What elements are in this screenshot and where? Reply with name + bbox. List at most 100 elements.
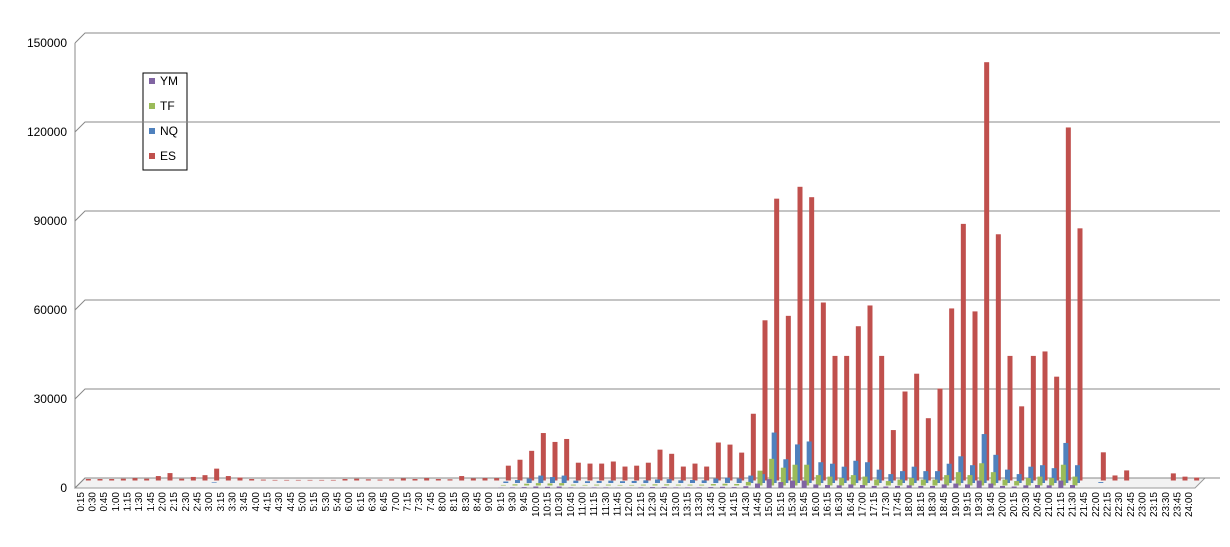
x-tick-label: 14:30 [741, 492, 752, 517]
bar [692, 463, 698, 481]
bar [1042, 351, 1048, 481]
bar [85, 479, 91, 481]
x-tick-label: 4:00 [251, 492, 262, 512]
x-tick-label: 19:45 [986, 492, 997, 517]
x-tick-label: 10:30 [554, 492, 565, 517]
y-tick-label: 0 [60, 481, 67, 495]
bar [731, 487, 737, 488]
bar [1051, 468, 1057, 483]
bar [225, 476, 231, 481]
bar [727, 444, 733, 481]
bar [1007, 355, 1013, 481]
bar [638, 487, 644, 488]
bar [778, 482, 784, 488]
bar [622, 466, 628, 481]
bar [652, 484, 658, 486]
x-tick-label: 11:15 [589, 492, 600, 517]
grid-line [74, 32, 1220, 44]
bar [1030, 355, 1036, 481]
x-tick-label: 12:30 [648, 492, 659, 517]
x-tick-label: 0:45 [99, 492, 110, 512]
bar [1077, 228, 1083, 481]
bar [839, 478, 845, 486]
legend-swatch [149, 103, 155, 109]
bar [771, 432, 777, 483]
x-tick-label: 5:45 [333, 492, 344, 512]
bar [675, 484, 681, 486]
x-tick-label: 7:15 [403, 492, 414, 512]
bar [690, 480, 695, 483]
bar [876, 469, 882, 483]
x-tick-label: 17:45 [893, 492, 904, 517]
legend-label: ES [160, 149, 176, 163]
bar [538, 475, 544, 483]
bar [459, 476, 465, 481]
bar [769, 458, 775, 486]
bar [809, 197, 815, 481]
bar [965, 484, 970, 488]
bar [540, 433, 546, 481]
bar [680, 466, 686, 481]
x-tick-label: 3:15 [216, 492, 227, 512]
bar [678, 480, 684, 483]
legend-swatch [149, 153, 155, 159]
bar [979, 463, 985, 486]
x-tick-label: 3:00 [204, 492, 215, 512]
x-tick-label: 7:45 [426, 492, 437, 512]
bar [855, 326, 861, 481]
bar [561, 475, 567, 483]
bar [925, 418, 931, 481]
bar [841, 466, 847, 483]
bar [1100, 452, 1106, 481]
bar [935, 471, 940, 483]
bar [687, 484, 693, 486]
x-tick-label: 11:30 [601, 492, 612, 517]
bar [865, 462, 870, 483]
bar [1070, 485, 1075, 488]
bar [1019, 406, 1025, 481]
bar [883, 486, 889, 488]
bar [885, 481, 891, 486]
bar [307, 479, 313, 481]
x-tick-label: 7:00 [391, 492, 402, 512]
bar [594, 484, 600, 486]
bar [552, 441, 558, 481]
bar [575, 462, 581, 481]
bar [848, 484, 854, 488]
bar [510, 487, 515, 488]
x-tick-label: 23:15 [1149, 492, 1160, 517]
bar [813, 484, 819, 488]
bar [844, 355, 850, 481]
bar [1112, 475, 1118, 481]
bar [879, 355, 885, 481]
bar [1060, 464, 1066, 486]
x-tick-label: 12:00 [624, 492, 635, 517]
x-tick-label: 14:00 [718, 492, 729, 517]
x-tick-label: 21:00 [1044, 492, 1055, 517]
bar [505, 465, 511, 481]
bar [780, 467, 786, 486]
bar [734, 484, 740, 486]
bar [701, 480, 707, 483]
bar [774, 198, 780, 481]
bar [984, 62, 990, 481]
bar [710, 484, 716, 486]
x-tick-label: 6:45 [379, 492, 390, 512]
bar [696, 487, 702, 488]
bar [748, 475, 754, 483]
bar [795, 444, 800, 483]
x-tick-label: 5:15 [309, 492, 320, 512]
bar [1011, 486, 1017, 488]
bar [190, 476, 196, 481]
bar [260, 479, 266, 481]
bar [97, 479, 103, 481]
bar [435, 479, 441, 481]
bar [669, 453, 675, 481]
bar [1075, 465, 1080, 483]
bar [860, 485, 865, 488]
bar [424, 478, 430, 481]
x-tick-label: 18:30 [928, 492, 939, 517]
bar [1005, 469, 1010, 483]
bar [535, 483, 541, 486]
x-tick-label: 18:15 [916, 492, 927, 517]
